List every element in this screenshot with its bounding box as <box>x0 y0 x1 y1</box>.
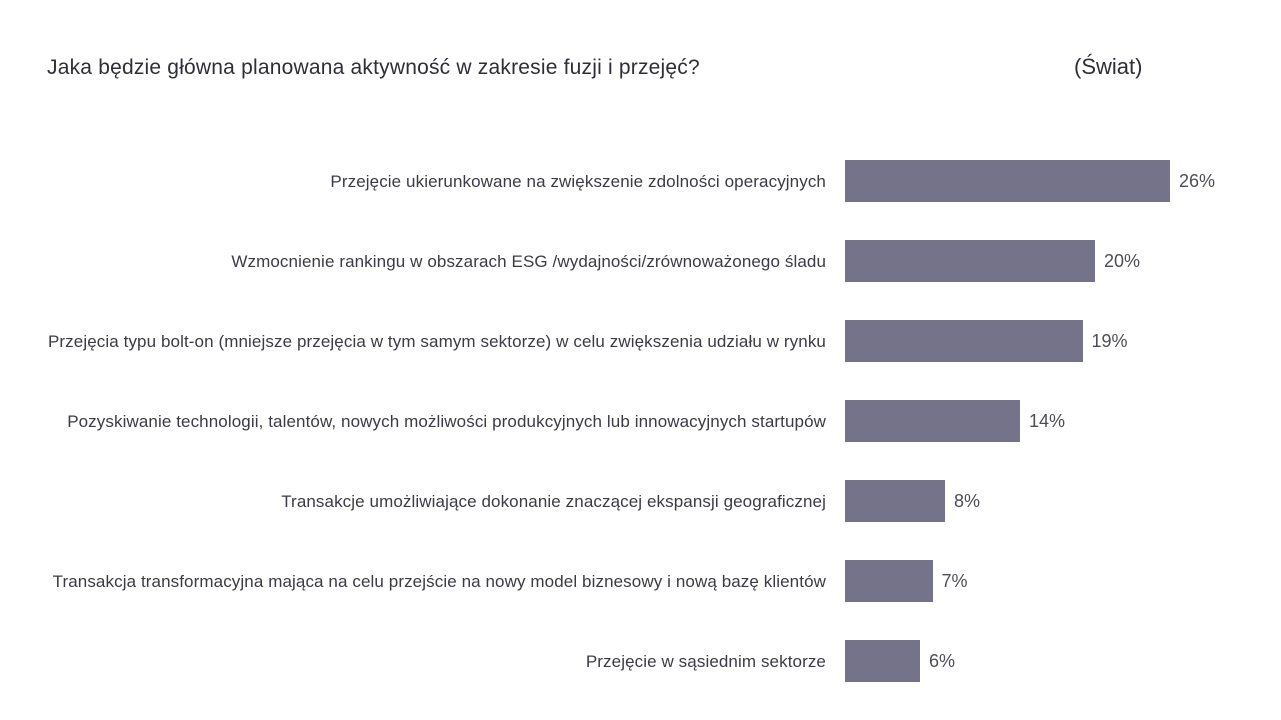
bar-area: 20% <box>845 240 1140 282</box>
bar-area: 7% <box>845 560 968 602</box>
bar-area: 26% <box>845 160 1215 202</box>
chart-row: Transakcja transformacyjna mająca na cel… <box>40 541 1260 621</box>
chart-row: Transakcje umożliwiające dokonanie znacz… <box>40 461 1260 541</box>
value-label: 14% <box>1029 410 1066 431</box>
chart-row: Przejęcie w sąsiednim sektorze 6% <box>40 621 1260 701</box>
bar <box>845 640 920 682</box>
chart-row: Wzmocnienie rankingu w obszarach ESG /wy… <box>40 221 1260 301</box>
category-label: Przejęcie w sąsiednim sektorze <box>585 651 826 671</box>
bar <box>845 320 1083 362</box>
bar <box>845 480 945 522</box>
value-label: 8% <box>954 490 981 511</box>
category-label: Transakcje umożliwiające dokonanie znacz… <box>281 491 826 511</box>
category-label: Pozyskiwanie technologii, talentów, nowy… <box>67 411 826 431</box>
value-label: 6% <box>929 650 956 671</box>
category-label: Przejęcia typu bolt-on (mniejsze przejęc… <box>47 331 826 351</box>
page-title: Jaka będzie główna planowana aktywność w… <box>47 56 700 79</box>
bar <box>845 400 1020 442</box>
category-label: Transakcja transformacyjna mająca na cel… <box>52 571 826 591</box>
bar-chart: Przejęcie ukierunkowane na zwiększenie z… <box>40 141 1260 701</box>
bar-area: 8% <box>845 480 980 522</box>
category-label: Przejęcie ukierunkowane na zwiększenie z… <box>330 171 826 191</box>
chart-row: Przejęcie ukierunkowane na zwiększenie z… <box>40 141 1260 221</box>
scope-label: (Świat) <box>1074 54 1143 79</box>
value-label: 20% <box>1104 250 1141 271</box>
bar <box>845 160 1170 202</box>
bar-area: 19% <box>845 320 1128 362</box>
chart-row: Przejęcia typu bolt-on (mniejsze przejęc… <box>40 301 1260 381</box>
value-label: 26% <box>1179 170 1216 191</box>
value-label: 19% <box>1091 330 1128 351</box>
category-label: Wzmocnienie rankingu w obszarach ESG /wy… <box>231 251 826 271</box>
bar <box>845 240 1095 282</box>
chart-row: Pozyskiwanie technologii, talentów, nowy… <box>40 381 1260 461</box>
bar-area: 6% <box>845 640 955 682</box>
bar <box>845 560 933 602</box>
bar-area: 14% <box>845 400 1065 442</box>
value-label: 7% <box>941 570 968 591</box>
